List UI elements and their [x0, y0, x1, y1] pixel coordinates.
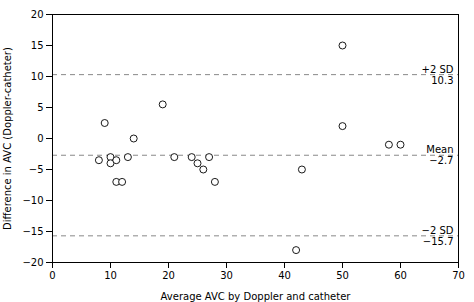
svg-text:10: 10 — [31, 71, 44, 82]
svg-text:Mean: Mean — [426, 144, 453, 155]
svg-text:40: 40 — [278, 270, 291, 281]
svg-text:+2 SD: +2 SD — [422, 64, 454, 75]
svg-text:Difference in AVC (Doppler-cat: Difference in AVC (Doppler-catheter) — [2, 47, 13, 230]
svg-text:20: 20 — [162, 270, 175, 281]
svg-text:15: 15 — [31, 40, 44, 51]
svg-text:10: 10 — [104, 270, 117, 281]
svg-text:20: 20 — [31, 9, 44, 20]
svg-text:5: 5 — [37, 102, 43, 113]
svg-text:−5: −5 — [29, 164, 44, 175]
svg-text:10.3: 10.3 — [431, 75, 453, 86]
svg-text:−15.7: −15.7 — [423, 236, 454, 247]
svg-text:60: 60 — [394, 270, 407, 281]
svg-text:Average AVC by Doppler and cat: Average AVC by Doppler and catheter — [161, 291, 352, 302]
svg-text:50: 50 — [336, 270, 349, 281]
svg-text:0: 0 — [49, 270, 55, 281]
svg-text:0: 0 — [37, 133, 43, 144]
svg-text:70: 70 — [452, 270, 465, 281]
svg-text:−2.7: −2.7 — [429, 155, 453, 166]
svg-text:−15: −15 — [22, 226, 43, 237]
svg-text:−20: −20 — [22, 257, 43, 268]
svg-text:−10: −10 — [22, 195, 43, 206]
svg-text:−2 SD: −2 SD — [422, 225, 454, 236]
svg-text:30: 30 — [220, 270, 233, 281]
